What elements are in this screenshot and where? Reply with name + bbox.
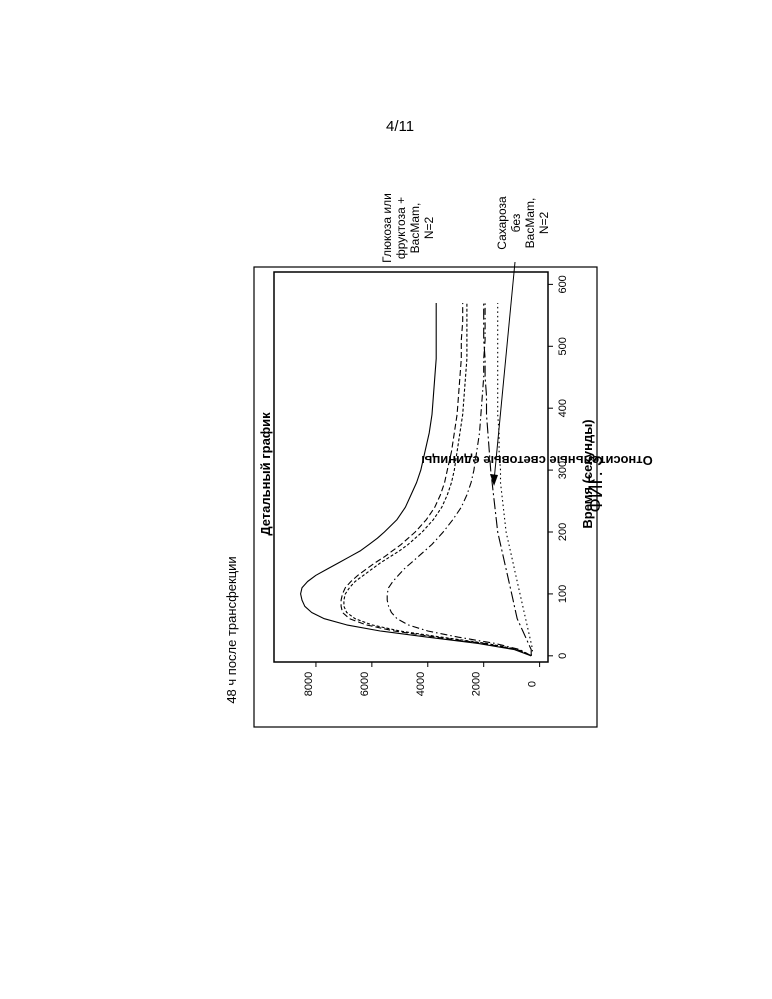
x-tick-label: 600 <box>557 275 569 293</box>
series-line <box>498 303 533 656</box>
annotation-arrow <box>494 262 515 481</box>
x-tick-label: 500 <box>557 337 569 355</box>
y-tick-label: 6000 <box>359 672 371 696</box>
x-tick-label: 300 <box>557 461 569 479</box>
series-line <box>484 303 532 656</box>
y-tick-label: 8000 <box>303 672 315 696</box>
annotation-sucrose-line: Сахароза <box>495 196 509 250</box>
annotation-glucose-line: фруктоза + <box>394 197 408 259</box>
annotation-sucrose-line: без <box>509 213 523 232</box>
series-lines <box>301 303 533 656</box>
y-tick-label: 2000 <box>471 672 483 696</box>
series-line <box>387 303 531 656</box>
figure-frame <box>254 267 597 727</box>
annotation-glucose-line: BacMam, <box>408 203 422 254</box>
annotation-sucrose-line: BacMam, <box>523 198 537 249</box>
chart-subtitle: 48 ч после трансфекции <box>224 556 239 703</box>
figure-caption: ФИГ. 3 <box>586 455 608 512</box>
y-axis: 0 2000 4000 6000 8000 <box>303 662 540 696</box>
x-tick-label: 400 <box>557 399 569 417</box>
series-line <box>344 303 531 656</box>
chart-title: Детальный график <box>258 412 273 536</box>
annotation-sucrose: Сахароза без BacMam, N=2 <box>495 196 551 250</box>
x-tick-label: 0 <box>557 653 569 659</box>
y-tick-label: 4000 <box>415 672 427 696</box>
annotation-glucose-line: N=2 <box>422 217 436 240</box>
annotation-glucose-line: Глюкоза или <box>380 193 394 263</box>
annotation-glucose: Глюкоза или фруктоза + BacMam, N=2 <box>380 193 436 263</box>
y-tick-label: 0 <box>527 681 539 687</box>
annotation-sucrose-line: N=2 <box>537 212 551 235</box>
x-tick-label: 200 <box>557 523 569 541</box>
series-line <box>301 303 532 656</box>
x-tick-label: 100 <box>557 585 569 603</box>
annotation-arrowhead <box>490 474 498 486</box>
